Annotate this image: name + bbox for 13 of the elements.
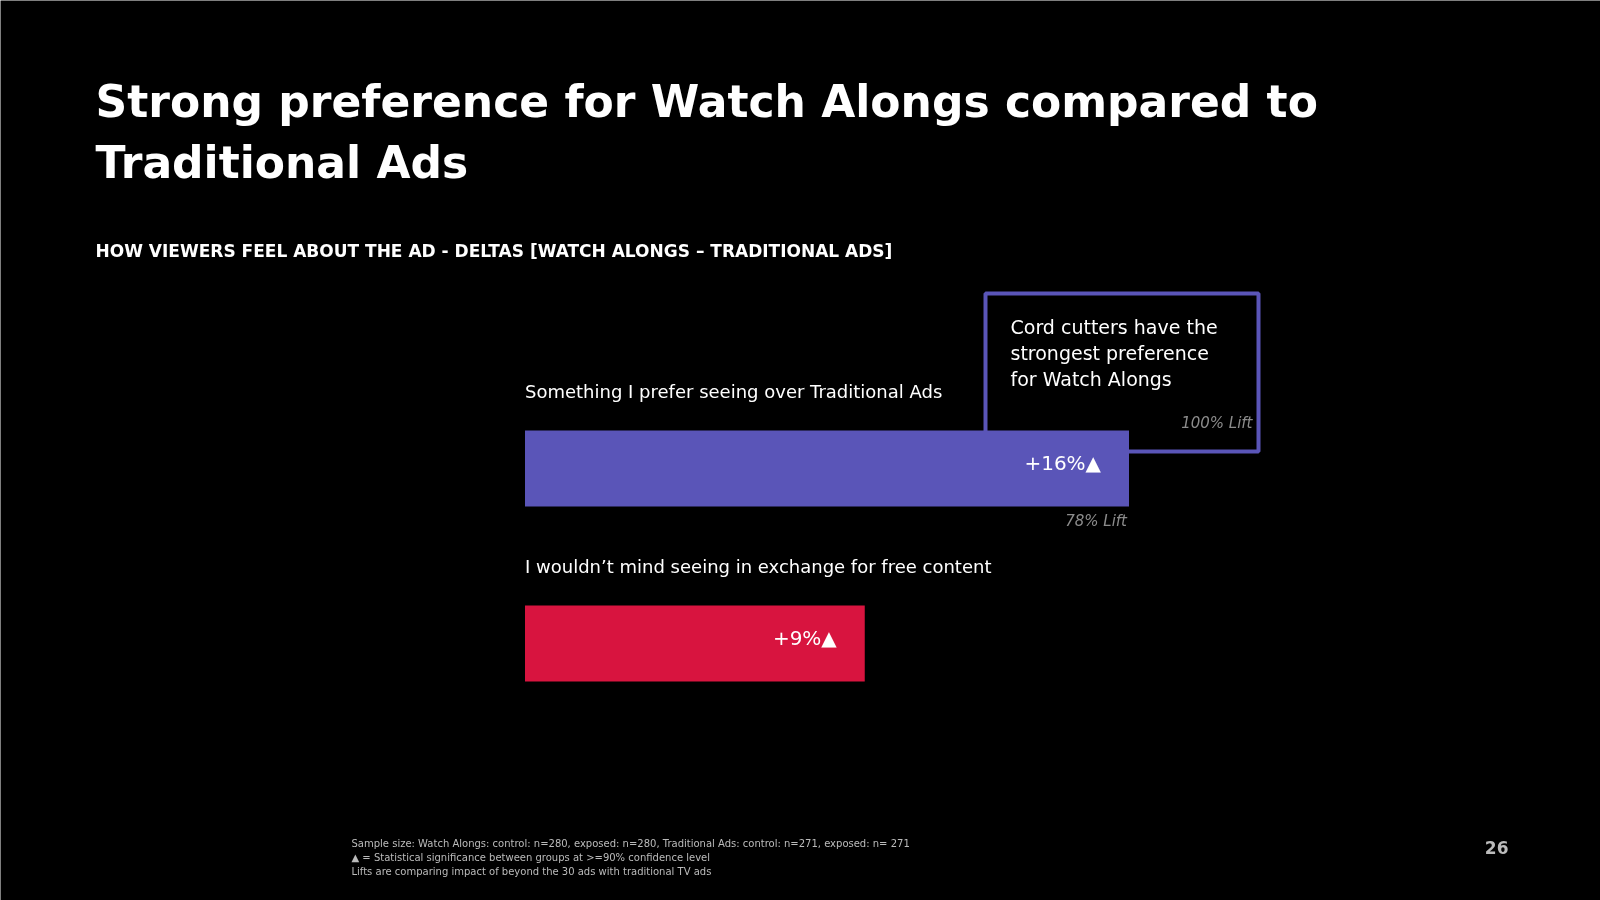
text: Lifts are comparing impact of beyond the 30 ads with traditional TV ads — [351, 866, 712, 877]
text: 26 — [1484, 838, 1509, 858]
data-label: +16%▲ — [1024, 450, 1102, 475]
text: 100% Lift — [1181, 413, 1254, 432]
annotation: Cord cutters have the strongest preference for Watch Alongs — [1010, 315, 1218, 391]
text: Sample size: Watch Alongs: control: n=280, exposed: n=280, Traditional Ads: control: n=271, exposed: n= 271 — [351, 838, 910, 849]
text: ▲ = Statistical significance between groups at >=90% confidence level — [351, 852, 711, 863]
y-tick-label: Something I prefer seeing over Traditional Ads — [525, 381, 943, 402]
data-label: +9%▲ — [772, 625, 838, 650]
y-tick-label: I wouldn’t mind seeing in exchange for free content — [525, 556, 992, 577]
chart-title: Strong preference for Watch Alongs compared to Traditional Ads — [95, 75, 1318, 188]
chart-subtitle: HOW VIEWERS FEEL ABOUT THE AD - DELTAS [WATCH ALONGS – TRADITIONAL ADS] — [95, 240, 893, 261]
annotation: 78% Lift — [1065, 511, 1129, 530]
